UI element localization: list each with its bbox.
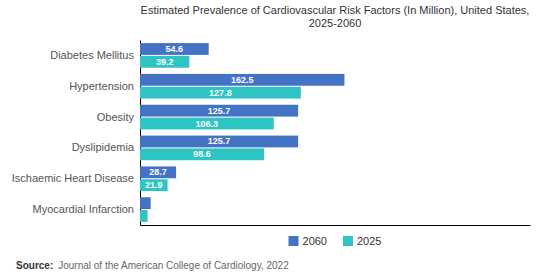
- bar: [140, 210, 148, 222]
- data-label: 162.5: [231, 75, 254, 85]
- bar: [140, 87, 301, 99]
- title: Estimated Prevalence of Cardiovascular R…: [141, 4, 530, 29]
- data-label: 54.6: [166, 44, 184, 54]
- data-label: 127.8: [209, 88, 232, 98]
- title-line: 2025-2060: [309, 17, 362, 29]
- legend-item: 2060: [289, 235, 327, 247]
- y-tick: Dyslipidemia: [72, 141, 140, 153]
- x-axis-line: [141, 225, 531, 226]
- bar: [140, 105, 298, 117]
- y-axis: Diabetes Mellitus Hypertension Obesity Dysl…: [12, 41, 141, 226]
- y-tick-label: Diabetes Mellitus: [50, 49, 134, 61]
- legend-label: 2025: [357, 235, 381, 247]
- data-labels: 54.6 162.5 125.7 125.7 28.7 39.2 127.8 106.3 98.…: [145, 44, 253, 190]
- bar: [140, 179, 168, 191]
- legend-item: 2025: [343, 235, 381, 247]
- data-label: 125.7: [208, 136, 231, 146]
- legend-swatch: [289, 236, 299, 246]
- plot: Diabetes Mellitus Hypertension Obesity Dysl…: [12, 41, 531, 226]
- bar: [140, 136, 298, 148]
- data-label: 21.9: [145, 180, 163, 190]
- source-note: Journal of the American College of Cardi…: [58, 260, 289, 271]
- y-tick-label: Hypertension: [69, 80, 134, 92]
- y-tick: Obesity: [97, 111, 140, 123]
- y-tick-label: Myocardial Infarction: [33, 203, 135, 215]
- data-label: 125.7: [208, 106, 231, 116]
- legend-label: 2060: [303, 235, 327, 247]
- data-label: 39.2: [156, 57, 174, 67]
- bar: [140, 166, 176, 178]
- chart: Estimated Prevalence of Cardiovascular R…: [0, 0, 550, 277]
- bar: [140, 118, 274, 130]
- legend-swatch: [343, 236, 353, 246]
- y-tick: Ischaemic Heart Disease: [12, 172, 140, 184]
- source-note: Source:: [16, 260, 53, 271]
- title-line: Estimated Prevalence of Cardiovascular R…: [141, 4, 530, 16]
- bar: [140, 74, 344, 86]
- bar: [140, 43, 209, 55]
- bar: [140, 197, 151, 209]
- data-label: 106.3: [196, 119, 219, 129]
- y-tick-label: Obesity: [97, 111, 135, 123]
- legend: 2060 2025: [289, 235, 382, 247]
- bar: [140, 56, 189, 68]
- y-tick: Hypertension: [69, 80, 140, 92]
- y-tick-label: Ischaemic Heart Disease: [12, 172, 134, 184]
- bars: [140, 43, 344, 222]
- y-tick: Diabetes Mellitus: [50, 49, 140, 61]
- data-label: 28.7: [149, 167, 167, 177]
- y-tick-label: Dyslipidemia: [72, 141, 135, 153]
- x-axis: [141, 225, 531, 226]
- bar: [140, 148, 264, 160]
- y-tick: Myocardial Infarction: [33, 203, 141, 215]
- data-label: 98.6: [193, 149, 211, 159]
